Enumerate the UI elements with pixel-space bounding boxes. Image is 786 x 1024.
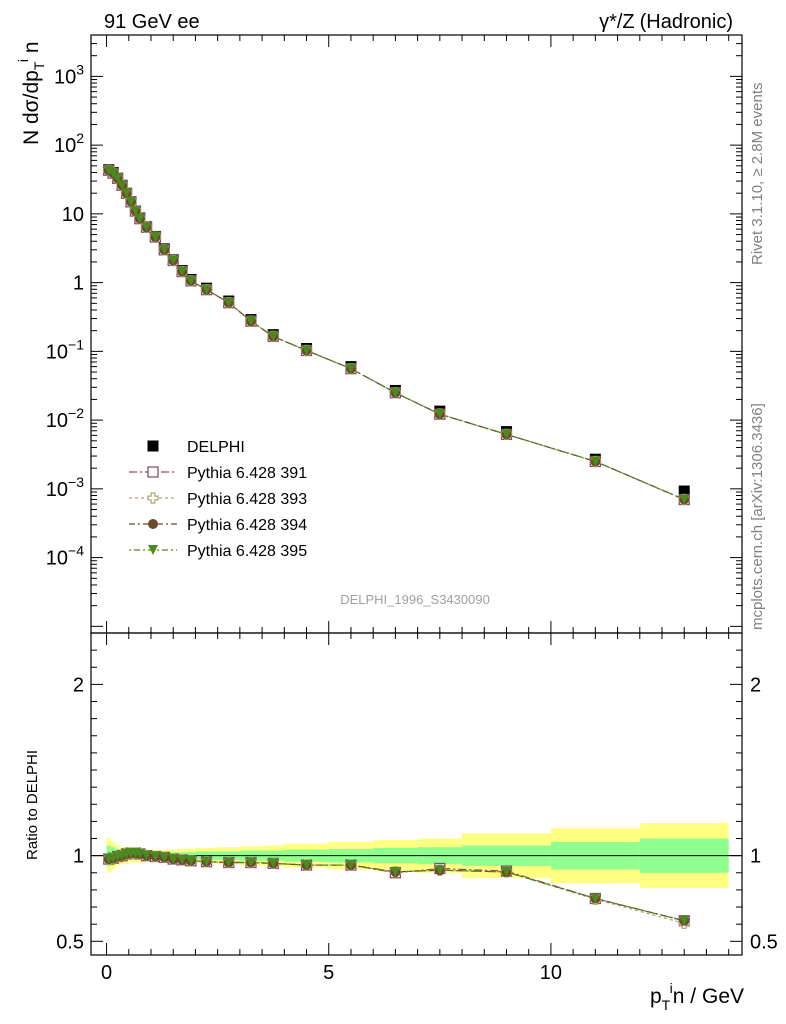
ratio-data-point — [177, 854, 188, 865]
x-tick-label: 0 — [101, 962, 112, 984]
ratio-data-point — [245, 857, 256, 868]
main-y-axis-label: N dσ/dpTi n — [15, 41, 47, 145]
main-data-point — [125, 196, 136, 207]
ratio-data-point — [268, 858, 279, 869]
ratio-data-point — [590, 893, 601, 904]
main-data-point — [268, 331, 279, 342]
analysis-tag: DELPHI_1996_S3430090 — [340, 592, 490, 607]
legend-marker — [147, 466, 159, 478]
header-right-text: (Hadronic) — [640, 11, 733, 33]
main-data-point — [177, 266, 188, 277]
main-data-point — [301, 345, 312, 356]
main-data-point — [590, 456, 601, 467]
legend-marker — [147, 492, 159, 504]
header-right-symbol: γ*/Z — [599, 11, 635, 33]
main-panel: 10−4 10−3 10−2 10−1 1 10 102 103 — [46, 34, 743, 634]
main-data-point — [141, 222, 152, 233]
ratio-y-tick-label-right: 0.5 — [750, 931, 778, 953]
main-y-tick-label: 10−1 — [46, 336, 84, 363]
legend-label: Pythia 6.428 393 — [187, 491, 307, 508]
legend: DELPHI Pythia 6.428 391 Pythia 6.428 393 Py… — [129, 439, 307, 560]
main-data-point — [134, 213, 145, 224]
main-data-point — [112, 173, 123, 184]
main-y-tick-label: 10−2 — [46, 405, 84, 432]
ratio-data-point — [345, 860, 356, 871]
legend-label: DELPHI — [187, 439, 245, 456]
header-right-title: γ*/Z (Hadronic) — [599, 11, 733, 33]
ratio-data-point — [434, 865, 445, 876]
ratio-data-point — [501, 866, 512, 877]
main-y-tick-label: 103 — [54, 61, 84, 88]
main-y-tick-label: 10−3 — [46, 474, 84, 501]
legend-label: Pythia 6.428 391 — [187, 465, 307, 482]
mcplots-label: mcplots.cern.ch [arXiv:1306.3436] — [749, 403, 766, 630]
ratio-data-point — [679, 915, 690, 926]
x-tick-label: 10 — [540, 962, 562, 984]
ratio-data-point — [185, 855, 196, 866]
ratio-y-tick-label-right: 2 — [750, 674, 761, 696]
header-left-title: 91 GeV ee — [104, 11, 200, 33]
ratio-data-point — [159, 852, 170, 863]
main-data-point — [121, 188, 132, 199]
main-data-point — [434, 409, 445, 420]
ratio-y-tick-label: 1 — [73, 846, 84, 868]
legend-label: Pythia 6.428 394 — [187, 517, 307, 534]
main-y-tick-label: 102 — [54, 130, 84, 157]
ratio-data-point — [390, 866, 401, 877]
main-data-point — [159, 244, 170, 255]
ratio-y-tick-label-right: 1 — [750, 846, 761, 868]
ratio-panel: 0 5 10 0.5 0.5 1 1 2 2 — [56, 632, 778, 984]
main-data-point — [103, 165, 114, 176]
main-data-point — [168, 255, 179, 266]
legend-marker — [147, 440, 159, 452]
main-data-point — [117, 180, 128, 191]
ratio-y-tick-label: 0.5 — [56, 931, 84, 953]
ratio-data-point — [141, 850, 152, 861]
ratio-data-point — [150, 851, 161, 862]
main-data-point — [345, 363, 356, 374]
main-data-point — [501, 429, 512, 440]
main-y-tick-label: 1 — [73, 273, 84, 295]
main-data-point — [130, 206, 141, 217]
ratio-data-point — [301, 860, 312, 871]
main-y-tick-label: 10 — [62, 204, 84, 226]
legend-marker — [148, 519, 158, 529]
main-data-point — [245, 316, 256, 327]
legend-marker — [148, 545, 158, 555]
ratio-data-point — [168, 854, 179, 865]
ratio-y-axis-label: Ratio to DELPHI — [24, 750, 41, 860]
main-y-tick-label: 10−4 — [46, 543, 84, 570]
ratio-y-tick-label: 2 — [73, 674, 84, 696]
ratio-data-point — [201, 856, 212, 867]
rivet-label: Rivet 3.1.10, ≥ 2.8M events — [749, 83, 766, 266]
main-data-point — [679, 494, 690, 505]
ratio-plot-frame — [90, 632, 743, 956]
main-data-point — [390, 387, 401, 398]
legend-label: Pythia 6.428 395 — [187, 543, 307, 560]
ratio-data-point — [223, 857, 234, 868]
main-data-point — [185, 275, 196, 286]
x-tick-label: 5 — [323, 962, 334, 984]
main-data-point — [150, 232, 161, 243]
main-data-point — [223, 297, 234, 308]
x-axis-label: pTin / GeV — [650, 980, 744, 1013]
main-data-point — [201, 284, 212, 295]
main-data-point — [678, 485, 690, 497]
